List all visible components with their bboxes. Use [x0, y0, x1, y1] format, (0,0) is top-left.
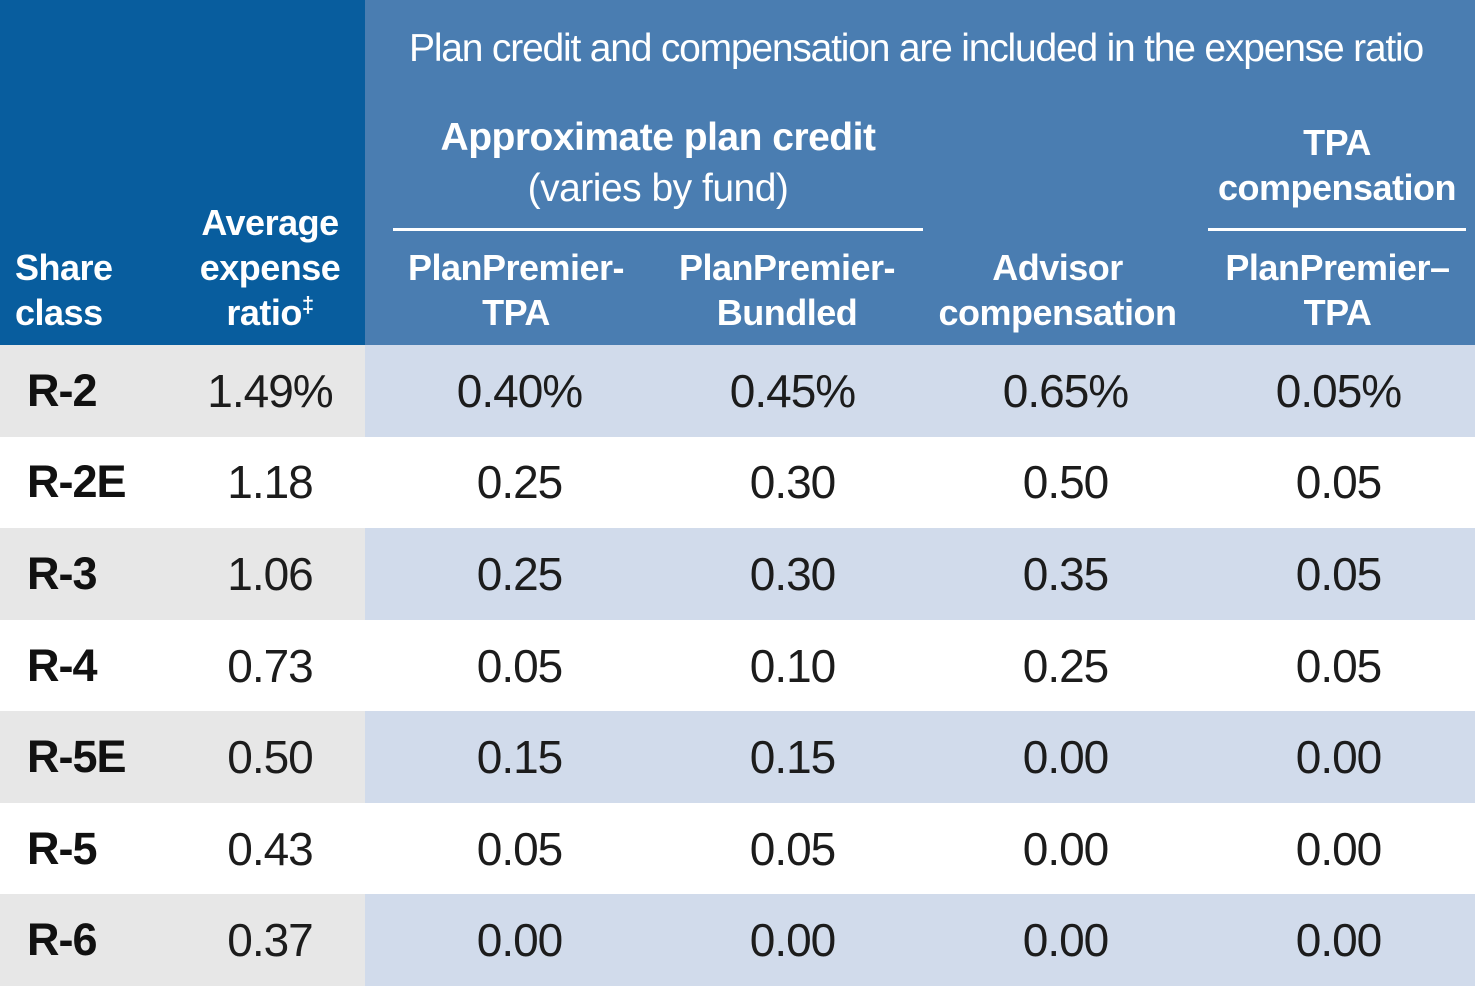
row-right-zone: 0.25 0.30 0.50 0.05 — [365, 436, 1475, 529]
tpa-compensation-group-header: TPA compensation — [1208, 120, 1466, 231]
tpa-pp-line2: TPA — [1303, 292, 1372, 333]
tpa-comp-line1: TPA — [1303, 122, 1371, 163]
table-header: Share class Average expense ratio‡ Plan … — [0, 0, 1475, 345]
row-left-zone: R-3 1.06 — [0, 528, 365, 620]
share-class-line2: class — [15, 292, 103, 333]
row-right-zone: 0.00 0.00 0.00 0.00 — [365, 894, 1475, 986]
value-cell-pp-bundled: 0.30 — [749, 547, 837, 600]
pp-bundled-line1: PlanPremier- — [678, 247, 896, 288]
advisor-line2: compensation — [938, 292, 1177, 333]
avg-expense-cell: 0.37 — [227, 914, 314, 967]
value-cell-advisor: 0.00 — [1022, 914, 1110, 967]
plan-credit-title: Approximate plan credit — [440, 116, 876, 159]
row-left-zone: R-2E 1.18 — [0, 436, 365, 529]
avg-expense-line3: ratio‡ — [175, 290, 365, 335]
value-cell-pp-bundled: 0.05 — [749, 822, 837, 875]
avg-expense-cell: 0.73 — [227, 639, 314, 692]
row-left-zone: R-4 0.73 — [0, 619, 365, 712]
value-cell-tpa-comp: 0.00 — [1295, 731, 1383, 784]
row-left-zone: R-5 0.43 — [0, 802, 365, 895]
column-header-planpremier-tpa: PlanPremier- TPA — [391, 245, 641, 335]
row-right-zone: 0.25 0.30 0.35 0.05 — [365, 528, 1475, 620]
pp-bundled-line2: Bundled — [716, 292, 858, 333]
row-right-zone: 0.40% 0.45% 0.65% 0.05% — [365, 345, 1475, 437]
value-cell-pp-tpa: 0.15 — [476, 731, 564, 784]
footnote-marker: ‡ — [301, 292, 314, 317]
pp-tpa-line1: PlanPremier- — [407, 247, 625, 288]
column-header-planpremier-bundled: PlanPremier- Bundled — [662, 245, 912, 335]
header-left-panel: Share class Average expense ratio‡ — [0, 0, 365, 345]
share-class-cell: R-2E — [27, 456, 127, 508]
table-row-r4: R-4 0.73 0.05 0.10 0.25 0.05 — [0, 619, 1475, 712]
value-cell-pp-bundled: 0.00 — [749, 914, 837, 967]
value-cell-advisor: 0.00 — [1022, 822, 1110, 875]
avg-expense-cell: 1.06 — [227, 547, 314, 600]
share-class-line1: Share — [15, 247, 113, 288]
avg-expense-cell: 0.50 — [227, 731, 314, 784]
value-cell-pp-tpa: 0.00 — [476, 914, 564, 967]
table-body: R-2 1.49% 0.40% 0.45% 0.65% 0.05% R-2E 1… — [0, 345, 1475, 986]
value-cell-advisor: 0.25 — [1022, 639, 1110, 692]
value-cell-pp-bundled: 0.15 — [749, 731, 837, 784]
value-cell-tpa-comp: 0.00 — [1295, 914, 1383, 967]
value-cell-advisor: 0.35 — [1022, 547, 1110, 600]
value-cell-advisor: 0.00 — [1022, 731, 1110, 784]
banner-text: Plan credit and compensation are include… — [409, 27, 1424, 70]
value-cell-pp-tpa: 0.05 — [476, 822, 564, 875]
avg-expense-ratio-word: ratio — [226, 292, 302, 333]
share-class-cell: R-4 — [27, 639, 98, 691]
table-row-r2: R-2 1.49% 0.40% 0.45% 0.65% 0.05% — [0, 345, 1475, 437]
avg-expense-line2: expense — [199, 247, 341, 288]
row-left-zone: R-2 1.49% — [0, 345, 365, 437]
plan-credit-subtitle: (varies by fund) — [527, 167, 789, 210]
avg-expense-cell: 0.43 — [227, 822, 314, 875]
avg-expense-cell: 1.49% — [207, 364, 333, 417]
value-cell-pp-tpa: 0.25 — [476, 547, 564, 600]
row-left-zone: R-6 0.37 — [0, 894, 365, 986]
row-right-zone: 0.15 0.15 0.00 0.00 — [365, 711, 1475, 803]
row-left-zone: R-5E 0.50 — [0, 711, 365, 803]
value-cell-pp-bundled: 0.10 — [749, 639, 837, 692]
table-row-r6: R-6 0.37 0.00 0.00 0.00 0.00 — [0, 894, 1475, 986]
value-cell-advisor: 0.50 — [1022, 456, 1110, 509]
plan-credit-group-header: Approximate plan credit (varies by fund) — [393, 112, 923, 231]
table-row-r5: R-5 0.43 0.05 0.05 0.00 0.00 — [0, 802, 1475, 895]
share-class-cell: R-6 — [27, 914, 98, 966]
share-class-cell: R-5 — [27, 822, 98, 874]
table-row-r5e: R-5E 0.50 0.15 0.15 0.00 0.00 — [0, 711, 1475, 803]
pp-tpa-line2: TPA — [482, 292, 550, 333]
share-class-cell: R-5E — [27, 731, 127, 783]
value-cell-advisor: 0.65% — [1002, 364, 1129, 417]
value-cell-tpa-comp: 0.05 — [1295, 547, 1383, 600]
value-cell-pp-tpa: 0.25 — [476, 456, 564, 509]
value-cell-pp-bundled: 0.30 — [749, 456, 837, 509]
value-cell-tpa-comp: 0.00 — [1295, 822, 1383, 875]
share-class-cell: R-2 — [27, 364, 98, 416]
value-cell-tpa-comp: 0.05 — [1295, 456, 1383, 509]
column-header-tpa-planpremier-tpa: PlanPremier– TPA — [1210, 245, 1465, 335]
value-cell-tpa-comp: 0.05 — [1295, 639, 1383, 692]
column-header-avg-expense-ratio: Average expense ratio‡ — [175, 200, 365, 335]
value-cell-pp-tpa: 0.40% — [456, 364, 583, 417]
value-cell-tpa-comp: 0.05% — [1275, 364, 1402, 417]
table-row-r2e: R-2E 1.18 0.25 0.30 0.50 0.05 — [0, 436, 1475, 529]
avg-expense-cell: 1.18 — [227, 456, 314, 509]
value-cell-pp-tpa: 0.05 — [476, 639, 564, 692]
advisor-line1: Advisor — [992, 247, 1123, 288]
value-cell-pp-bundled: 0.45% — [729, 364, 856, 417]
column-header-share-class: Share class — [15, 245, 175, 335]
tpa-comp-line2: compensation — [1217, 167, 1457, 208]
share-class-cell: R-3 — [27, 547, 98, 599]
row-right-zone: 0.05 0.05 0.00 0.00 — [365, 802, 1475, 895]
row-right-zone: 0.05 0.10 0.25 0.05 — [365, 619, 1475, 712]
column-header-advisor-compensation: Advisor compensation — [905, 245, 1210, 335]
tpa-pp-line1: PlanPremier– — [1225, 247, 1450, 288]
table-row-r3: R-3 1.06 0.25 0.30 0.35 0.05 — [0, 528, 1475, 620]
avg-expense-line1: Average — [201, 202, 339, 243]
header-right-panel: Plan credit and compensation are include… — [365, 0, 1475, 345]
